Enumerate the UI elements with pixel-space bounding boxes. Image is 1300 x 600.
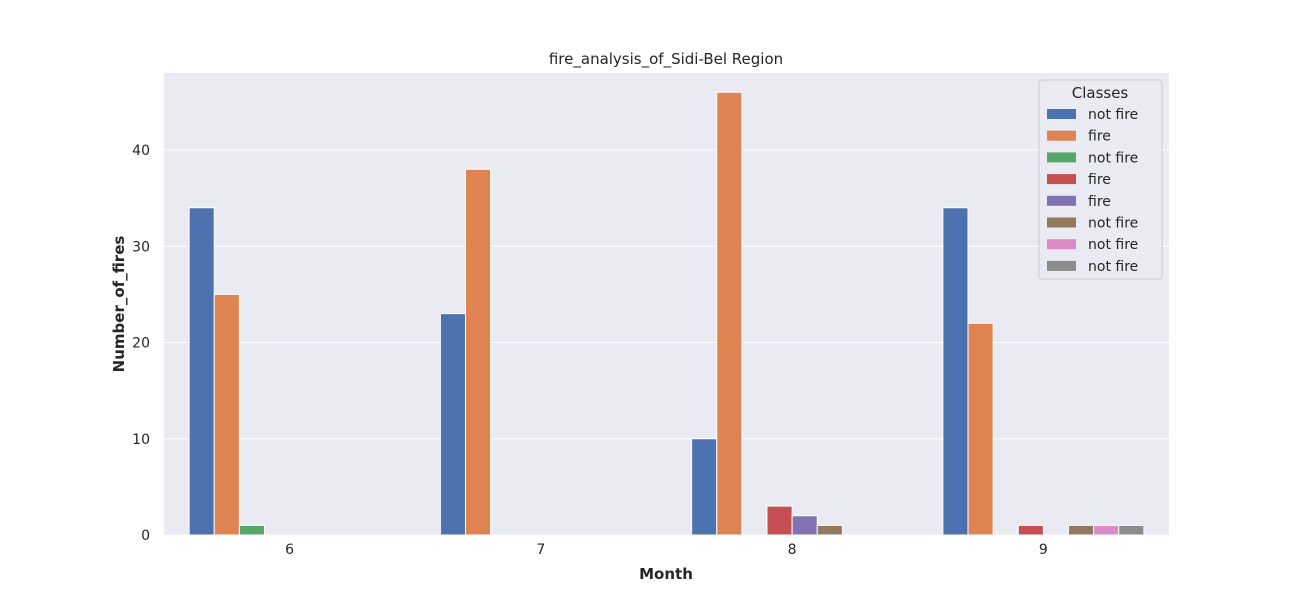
legend-swatch bbox=[1047, 195, 1076, 206]
legend-label: not fire bbox=[1088, 150, 1138, 166]
legend-label: fire bbox=[1088, 129, 1111, 145]
x-tick-label: 8 bbox=[788, 542, 797, 558]
bar-9-series-3 bbox=[1017, 524, 1044, 536]
legend-label: not fire bbox=[1088, 216, 1138, 232]
bar-8-series-4 bbox=[791, 515, 818, 536]
y-tick-label: 10 bbox=[132, 432, 150, 448]
bar-7-series-1 bbox=[465, 168, 492, 536]
y-tick-label: 30 bbox=[132, 239, 150, 255]
legend-label: not fire bbox=[1088, 237, 1138, 253]
legend-swatch bbox=[1047, 109, 1076, 119]
legend-title: Classes bbox=[1072, 84, 1129, 102]
bar-7-series-0 bbox=[439, 313, 466, 536]
plot-area bbox=[164, 73, 1169, 535]
bar-8-series-5 bbox=[816, 524, 843, 536]
legend-label: not fire bbox=[1088, 107, 1138, 123]
legend-swatch bbox=[1047, 239, 1076, 250]
x-tick-label: 9 bbox=[1039, 542, 1048, 558]
x-axis-label: Month bbox=[639, 565, 693, 583]
y-axis-ticks: 0 10 20 30 40 bbox=[132, 143, 150, 544]
bar-8-series-3 bbox=[766, 505, 793, 536]
y-tick-label: 20 bbox=[132, 336, 150, 352]
bar-9-series-6 bbox=[1093, 524, 1120, 536]
legend-swatch bbox=[1047, 130, 1076, 141]
bar-9-series-1 bbox=[967, 322, 994, 536]
bar-6-series-2 bbox=[238, 524, 265, 536]
x-tick-label: 7 bbox=[536, 542, 545, 558]
legend-swatch bbox=[1047, 152, 1076, 163]
bar-6-series-1 bbox=[213, 293, 240, 536]
y-tick-label: 40 bbox=[132, 143, 150, 159]
y-tick-label: 0 bbox=[141, 528, 150, 544]
legend-label: fire bbox=[1088, 172, 1111, 188]
bar-9-series-7 bbox=[1118, 524, 1145, 536]
gridlines bbox=[164, 149, 1169, 536]
bar-6-series-0 bbox=[188, 207, 215, 536]
bar-9-series-0 bbox=[942, 207, 969, 536]
legend-box bbox=[1038, 79, 1163, 280]
legend-label: not fire bbox=[1088, 259, 1138, 275]
bar-9-series-5 bbox=[1068, 524, 1095, 536]
x-axis-ticks: 6 7 8 9 bbox=[285, 542, 1048, 558]
legend-swatch bbox=[1047, 174, 1076, 185]
legend-swatch bbox=[1047, 260, 1076, 271]
legend-swatch bbox=[1047, 217, 1076, 228]
bars bbox=[188, 91, 1145, 536]
bar-8-series-1 bbox=[716, 91, 743, 536]
chart-title: fire_analysis_of_Sidi-Bel Region bbox=[549, 50, 783, 69]
legend-items: not fire fire not fire fire fire not fire not … bbox=[1047, 107, 1138, 275]
bar-8-series-0 bbox=[691, 438, 718, 536]
legend-label: fire bbox=[1088, 194, 1111, 210]
x-tick-label: 6 bbox=[285, 542, 294, 558]
y-axis-label: Number_of_fires bbox=[110, 236, 128, 373]
